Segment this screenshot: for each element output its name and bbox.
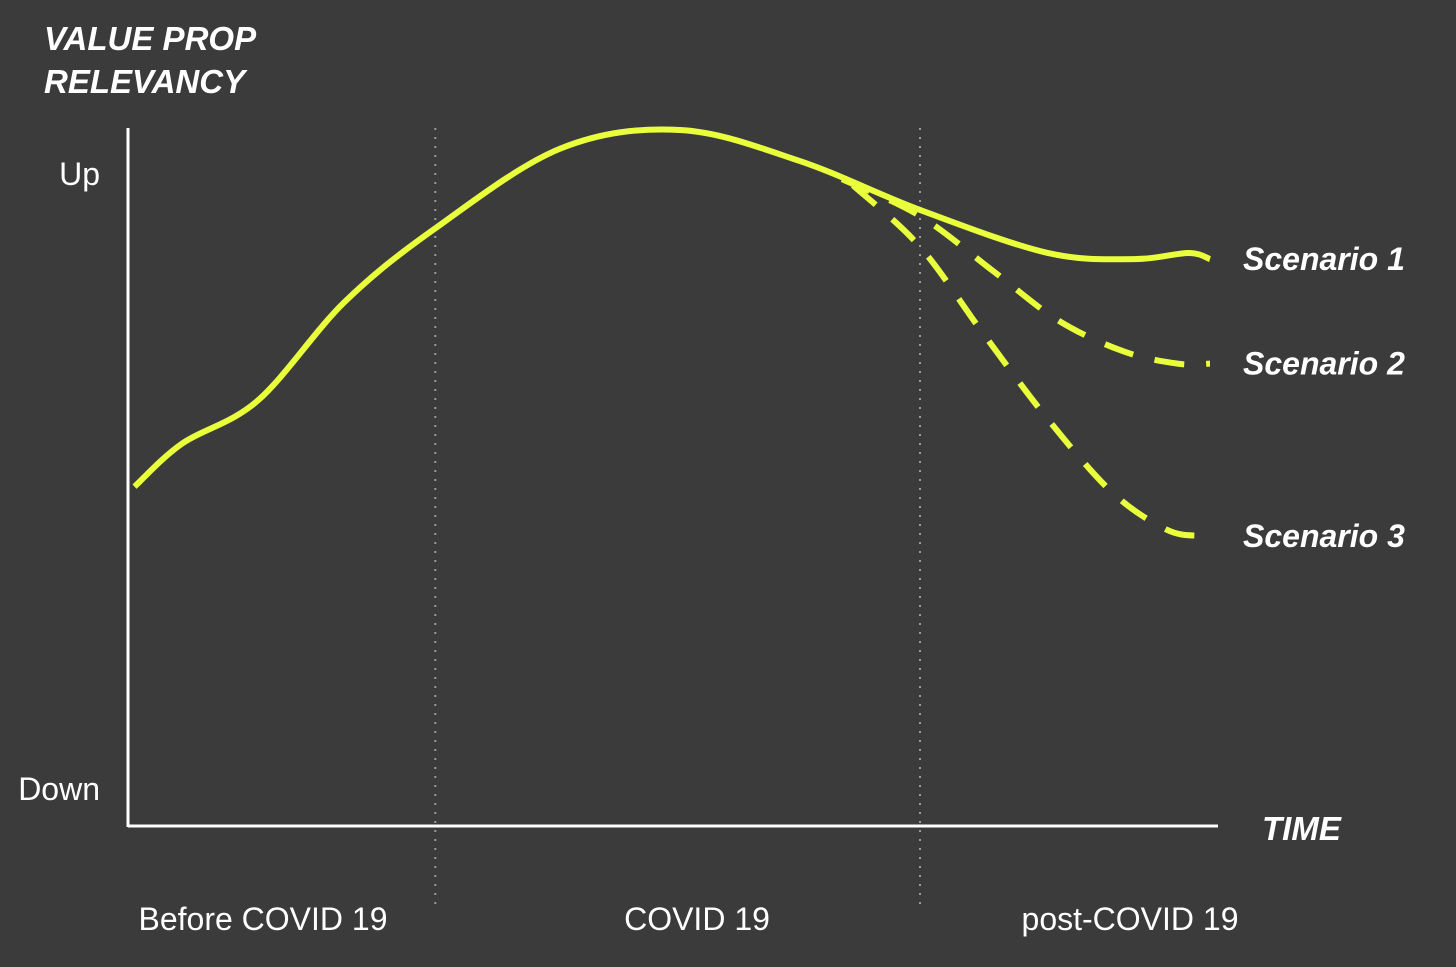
x-axis-label: TIME	[1262, 810, 1342, 847]
series-label-scenario-2: Scenario 2	[1243, 346, 1405, 382]
phase-labels: Before COVID 19 COVID 19 post-COVID 19	[139, 901, 1239, 937]
series-label-scenario-3: Scenario 3	[1243, 518, 1405, 554]
series-line-scenario-1	[134, 129, 1210, 486]
series-line-scenario-3	[853, 185, 1199, 536]
y-tick-label-down: Down	[18, 771, 100, 807]
series-labels: Scenario 1 Scenario 2 Scenario 3	[1243, 241, 1405, 554]
series-lines	[134, 129, 1210, 535]
y-ticks: Up Down	[18, 156, 100, 807]
axes	[128, 128, 1218, 827]
series-label-scenario-1: Scenario 1	[1243, 241, 1405, 277]
phase-label-2: COVID 19	[624, 901, 770, 937]
series-line-scenario-2	[842, 179, 1210, 364]
phase-label-1: Before COVID 19	[139, 901, 388, 937]
y-axis-label-line-1: VALUE PROP	[44, 20, 257, 57]
phase-dividers	[435, 128, 920, 910]
phase-label-3: post-COVID 19	[1022, 901, 1239, 937]
y-tick-label-up: Up	[59, 156, 100, 192]
y-axis-label-line-2: RELEVANCY	[44, 63, 248, 100]
